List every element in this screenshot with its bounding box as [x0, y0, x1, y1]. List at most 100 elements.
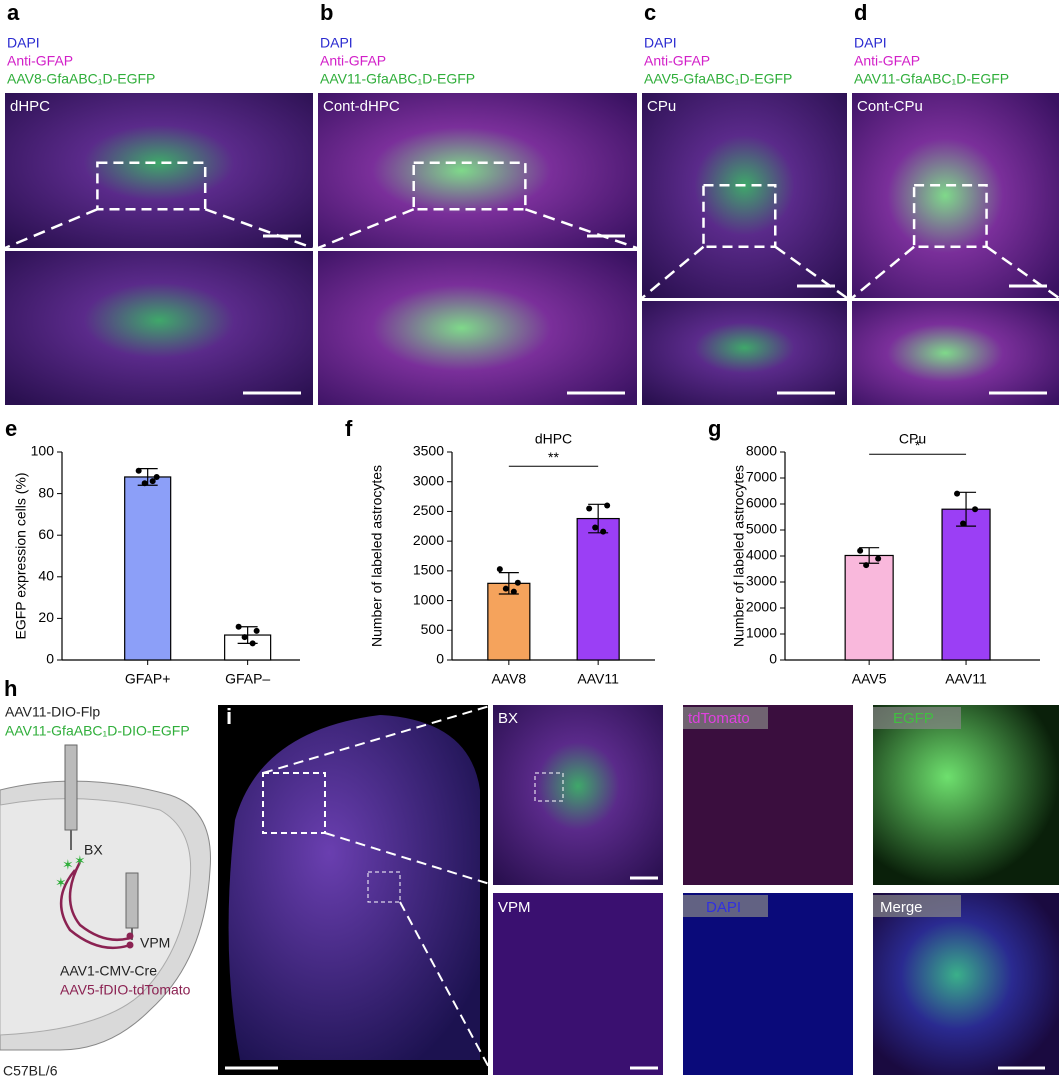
cell — [126, 932, 134, 940]
zoom-line — [641, 245, 705, 299]
image-label: BX — [498, 710, 518, 727]
bar — [576, 517, 620, 661]
data-point — [960, 520, 967, 527]
y-tick-label: 2000 — [746, 599, 777, 615]
y-tick-label: 0 — [436, 651, 444, 667]
site-label: BX — [84, 842, 103, 858]
data-point — [586, 505, 593, 512]
y-tick-label: 2500 — [413, 502, 444, 518]
zoom-line — [399, 901, 494, 1076]
y-tick-label: 7000 — [746, 469, 777, 485]
data-point — [600, 528, 607, 535]
label-bg — [873, 895, 961, 917]
bar — [844, 554, 894, 661]
panel-i: i BX tdTomato EGFP VPM DAPI Merge — [218, 704, 1059, 1076]
chart-title: CPu — [899, 431, 926, 447]
zoom-line — [317, 208, 415, 250]
microscopy-row: a DAPI Anti-GFAP AAV8-GfaABC₁D-EGFP dHPC b DAP… — [4, 0, 1059, 405]
panel-letter: e — [5, 416, 17, 441]
data-point — [604, 502, 611, 509]
strain-label: C57BL/6 — [3, 1063, 58, 1079]
data-point — [141, 480, 148, 487]
data-point — [249, 640, 256, 647]
image — [493, 705, 663, 885]
panel-letter: d — [854, 0, 867, 25]
stain-label: Anti-GFAP — [644, 53, 710, 69]
stain-label: AAV11-GfaABC₁D-EGFP — [320, 71, 475, 87]
cell — [126, 941, 134, 949]
y-axis-label: EGFP expression cells (%) — [13, 472, 29, 639]
zoom-line — [204, 208, 314, 250]
y-axis-label: Number of labeled astrocytes — [369, 465, 385, 647]
inset-box — [912, 184, 988, 248]
x-tick-label: AAV11 — [945, 671, 987, 687]
stain-label: Anti-GFAP — [320, 53, 386, 69]
inset-box — [96, 161, 207, 211]
inset-box — [367, 871, 401, 903]
stain-label: AAV5-GfaABC₁D-EGFP — [644, 71, 792, 87]
image — [873, 893, 1059, 1075]
y-tick-label: 4000 — [746, 547, 777, 563]
y-tick-label: 60 — [38, 526, 54, 542]
y-tick-label: 5000 — [746, 521, 777, 537]
y-tick-label: 1500 — [413, 562, 444, 578]
image — [852, 93, 1059, 298]
y-tick-label: 500 — [421, 621, 445, 637]
panel-letter: c — [644, 0, 656, 25]
zoom-line — [851, 245, 915, 299]
image — [5, 93, 313, 248]
astrocyte-icon: ✶ — [74, 853, 86, 869]
image — [852, 301, 1059, 405]
x-tick-label: AAV11 — [577, 671, 619, 687]
astrocyte-icon: ✶ — [62, 857, 74, 873]
image-label: tdTomato — [688, 710, 750, 727]
inset-box — [262, 772, 326, 834]
zoom-line — [324, 832, 494, 886]
stain-label: Anti-GFAP — [854, 53, 920, 69]
image-label: EGFP — [893, 710, 934, 727]
y-tick-label: 3000 — [413, 472, 444, 488]
y-tick-label: 6000 — [746, 495, 777, 511]
image — [642, 93, 847, 298]
image — [683, 705, 853, 885]
data-point — [592, 524, 599, 531]
schematic: h AAV11-DIO-Flp AAV11-GfaABC₁D-DIO-EGFP … — [0, 676, 211, 1079]
panel-letter: h — [4, 676, 17, 701]
panel-letter: b — [320, 0, 333, 25]
image-label: VPM — [498, 899, 531, 916]
image-label: DAPI — [706, 899, 741, 916]
region-label: Cont-CPu — [857, 98, 923, 115]
image-label: Merge — [880, 899, 923, 916]
projection — [59, 861, 131, 950]
data-point — [149, 478, 156, 485]
data-point — [496, 566, 503, 573]
data-point — [241, 634, 248, 641]
y-tick-label: 40 — [38, 568, 54, 584]
panel-letter: g — [708, 416, 721, 441]
x-tick-label: GFAP+ — [125, 671, 171, 687]
data-point — [954, 490, 961, 497]
syringe — [64, 744, 78, 831]
y-tick-label: 1000 — [413, 591, 444, 607]
region-label: CPu — [647, 98, 676, 115]
region-label: dHPC — [10, 98, 50, 115]
inset-box — [534, 772, 564, 802]
label-bg — [683, 707, 768, 729]
zoom-line — [774, 245, 848, 300]
region-label: Cont-dHPC — [323, 98, 400, 115]
data-point — [502, 585, 509, 592]
stain-label: Anti-GFAP — [7, 53, 73, 69]
data-point — [253, 627, 260, 634]
stain-label: AAV8-GfaABC₁D-EGFP — [7, 71, 155, 87]
image — [318, 93, 637, 248]
image — [683, 893, 853, 1075]
stain-label: DAPI — [854, 35, 887, 51]
zoom-line — [262, 704, 494, 774]
bar — [487, 582, 531, 661]
data-point — [153, 473, 160, 480]
virus-label: AAV1-CMV-Cre — [60, 963, 157, 979]
zoom-line — [985, 245, 1059, 300]
stain-label: DAPI — [644, 35, 677, 51]
y-tick-label: 1000 — [746, 625, 777, 641]
